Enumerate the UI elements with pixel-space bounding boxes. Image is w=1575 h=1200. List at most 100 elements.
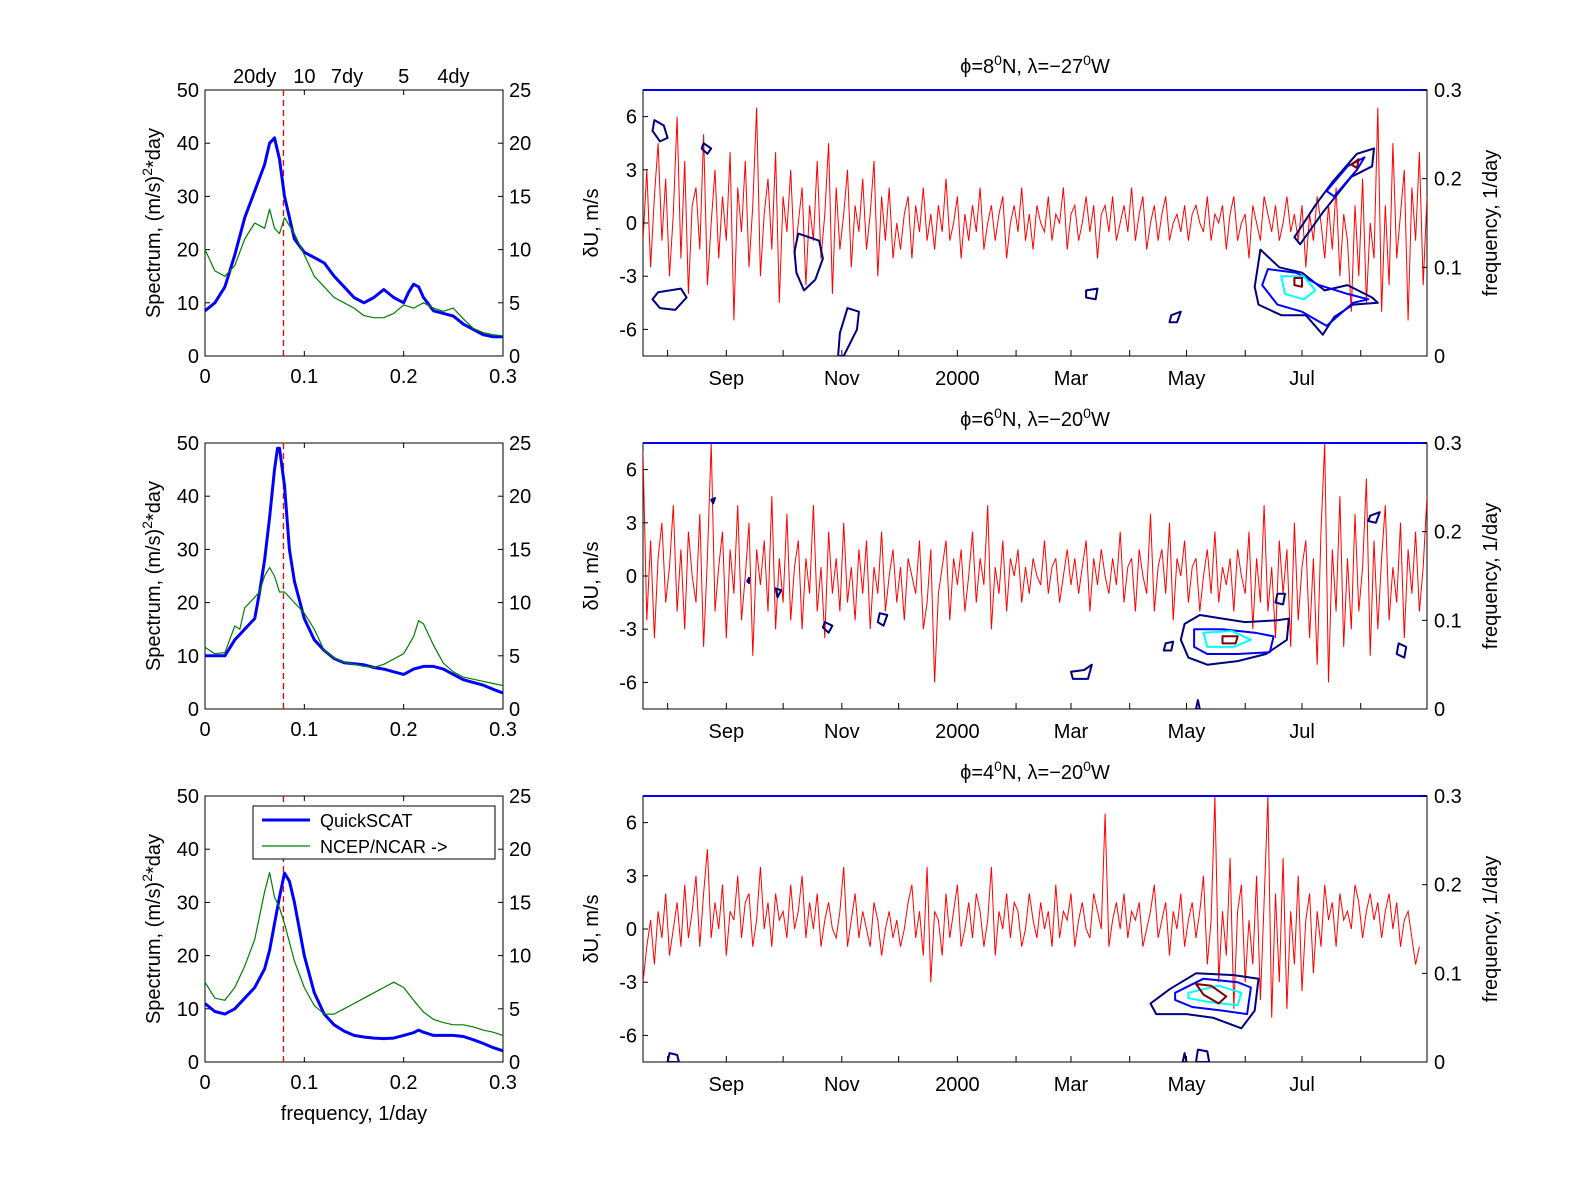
wavelet-contour bbox=[746, 576, 750, 585]
spectrum-panel-3: 0 0.1 0.2 0.3010203040500510152025Spectrum,… bbox=[139, 786, 531, 1125]
y-tick-label-right: 0.1 bbox=[1434, 257, 1462, 279]
spectrum-axes-box bbox=[204, 442, 504, 710]
title-sup: 0 bbox=[994, 405, 1002, 421]
series-quickscat-line bbox=[204, 871, 504, 1053]
y-tick-label-right: 10 bbox=[509, 946, 531, 968]
y-tick-label-right: 5 bbox=[509, 646, 520, 668]
wavelet-contour bbox=[1162, 640, 1175, 652]
title-part: ϕ=4 bbox=[960, 762, 994, 784]
panel-title: ϕ=60N, λ=−200W bbox=[960, 405, 1110, 431]
y-label-part: *day bbox=[143, 481, 165, 521]
y-label-sup: 2 bbox=[139, 874, 155, 882]
y-tick-label-left: 50 bbox=[177, 786, 199, 808]
title-part: N, λ=−27 bbox=[1002, 56, 1083, 78]
period-tick-label: 10 bbox=[293, 66, 315, 88]
x-tick-label: 2000 bbox=[935, 721, 980, 743]
y-tick-label-left: 0 bbox=[626, 919, 637, 941]
y-tick-label-left: 0 bbox=[188, 699, 199, 721]
wavelet-contour bbox=[651, 287, 688, 311]
y-tick-label-left: 40 bbox=[177, 839, 199, 861]
y-tick-label-right: 0 bbox=[1434, 699, 1445, 721]
wavelet-contour bbox=[700, 142, 713, 155]
title-sup: 0 bbox=[1083, 52, 1091, 68]
series-quickscat-line bbox=[205, 446, 504, 695]
y-tick-label-left: 0 bbox=[626, 213, 637, 235]
x-tick-label: Mar bbox=[1054, 721, 1089, 743]
y-tick-label-left: 40 bbox=[177, 486, 199, 508]
timeseries-panel-1: Sep Nov 2000 Mar May Jul -6 -3 0 3 6 0 0.1 0.2 0.3 δU, … bbox=[581, 52, 1502, 390]
series-ncep-line bbox=[204, 208, 504, 337]
legend-label-ncep: NCEP/NCAR -> bbox=[320, 837, 448, 857]
panel-title: ϕ=40N, λ=−200W bbox=[960, 758, 1110, 784]
x-tick-label: 0.2 bbox=[390, 366, 418, 388]
x-tick-label: 0.2 bbox=[390, 719, 418, 741]
y-tick-label-left: -6 bbox=[619, 672, 637, 694]
y-tick-label-right: 0 bbox=[509, 346, 520, 368]
x-tick-label: 0.2 bbox=[390, 1072, 418, 1094]
timeseries-axes-box bbox=[642, 442, 1428, 710]
x-tick-label: Jul bbox=[1289, 1074, 1315, 1096]
y-tick-label-left: 30 bbox=[177, 892, 199, 914]
wavelet-contour bbox=[1325, 156, 1366, 198]
y-label-sup: 2 bbox=[139, 521, 155, 529]
x-tick-label: Nov bbox=[824, 721, 860, 743]
wavelet-contour bbox=[1293, 147, 1375, 246]
spectrum-y-label: Spectrum, (m/s)2*day bbox=[139, 128, 165, 318]
wavelet-contour bbox=[876, 612, 889, 627]
wavelet-contour bbox=[1193, 628, 1275, 655]
y-tick-label-left: 20 bbox=[177, 240, 199, 262]
y-tick-label-right: 0.3 bbox=[1434, 786, 1462, 808]
x-tick-label: 0.3 bbox=[489, 719, 517, 741]
x-tick-label: Mar bbox=[1054, 368, 1089, 390]
y-tick-label-left: 0 bbox=[188, 1052, 199, 1074]
wavelet-contour bbox=[710, 497, 716, 505]
wavelet-contour bbox=[1195, 983, 1228, 1005]
y-tick-label-right: 15 bbox=[509, 892, 531, 914]
wavelet-contour bbox=[1261, 268, 1370, 327]
spectrum-x-label: frequency, 1/day bbox=[281, 1103, 427, 1125]
x-tick-label: Sep bbox=[709, 368, 745, 390]
y-tick-label-right: 5 bbox=[509, 293, 520, 315]
wavelet-contour bbox=[1179, 614, 1290, 666]
y-tick-label-left: -3 bbox=[619, 619, 637, 641]
wavelet-contour bbox=[1395, 642, 1408, 659]
wavelet-contour bbox=[1195, 1048, 1211, 1062]
legend: QuickSCAT NCEP/NCAR -> bbox=[252, 805, 496, 860]
y-label-part: Spectrum, (m/s) bbox=[143, 176, 165, 318]
y-tick-label-left: -3 bbox=[619, 266, 637, 288]
period-tick-label: 7dy bbox=[331, 66, 363, 88]
y-tick-label-right: 25 bbox=[509, 786, 531, 808]
x-tick-label: Jul bbox=[1289, 721, 1315, 743]
timeseries-panel-3: Sep Nov 2000 Mar May Jul -6 -3 0 3 6 0 0.1 0.2 0.3 δU, … bbox=[581, 758, 1502, 1096]
wavelet-contour bbox=[1168, 310, 1182, 324]
y-tick-label-right: 0 bbox=[1434, 1052, 1445, 1074]
y-label-part: Spectrum, (m/s) bbox=[143, 882, 165, 1024]
x-tick-label: 0.1 bbox=[290, 1072, 318, 1094]
y-tick-label-left: 40 bbox=[177, 133, 199, 155]
y-tick-label-right: 0.2 bbox=[1434, 875, 1462, 897]
spectrum-panel-1: 0 0.1 0.2 0.3010203040500510152025Spectrum,… bbox=[139, 66, 531, 388]
y-tick-label-left: 6 bbox=[626, 460, 637, 482]
x-tick-label: Nov bbox=[824, 1074, 860, 1096]
y-tick-label-right: 0.1 bbox=[1434, 963, 1462, 985]
y-tick-label-right: 0.2 bbox=[1434, 522, 1462, 544]
wavelet-contour bbox=[1187, 984, 1243, 1007]
y-tick-label-left: 3 bbox=[626, 513, 637, 535]
y-label-sup: 2 bbox=[139, 168, 155, 176]
x-tick-label: 0 bbox=[199, 719, 210, 741]
y-tick-label-left: 10 bbox=[177, 999, 199, 1021]
x-tick-label: 0.3 bbox=[489, 1072, 517, 1094]
y-tick-label-left: 20 bbox=[177, 593, 199, 615]
spectrum-axes-box bbox=[204, 89, 504, 357]
panel-title: ϕ=80N, λ=−270W bbox=[960, 52, 1110, 78]
wavelet-contour bbox=[1085, 287, 1099, 301]
y-tick-label-left: 6 bbox=[626, 813, 637, 835]
title-part: N, λ=−20 bbox=[1002, 762, 1083, 784]
wavelet-contour bbox=[1274, 592, 1286, 606]
y-tick-label-left: 30 bbox=[177, 186, 199, 208]
x-tick-label: 2000 bbox=[935, 368, 980, 390]
y-tick-label-right: 25 bbox=[509, 80, 531, 102]
y-tick-label-left: 10 bbox=[177, 646, 199, 668]
y-tick-label-right: 0.1 bbox=[1434, 610, 1462, 632]
legend-box bbox=[252, 805, 496, 860]
